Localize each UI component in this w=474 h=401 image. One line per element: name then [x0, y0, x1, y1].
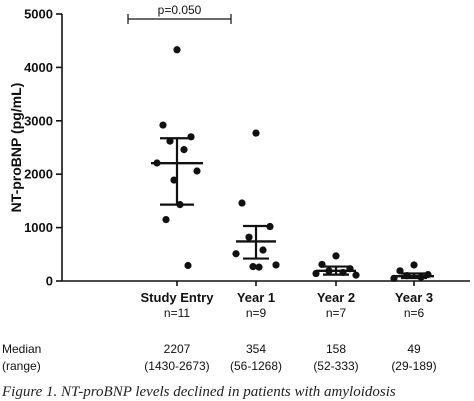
median-range: (1430-2673) — [144, 359, 209, 373]
group-n-label: n=9 — [246, 306, 267, 320]
data-point — [410, 261, 418, 269]
group-n-label: n=11 — [164, 306, 190, 320]
y-tick-label: 5000 — [24, 7, 53, 22]
category-label: Study Entry — [141, 290, 215, 305]
data-point — [180, 146, 188, 154]
data-point — [170, 176, 178, 184]
y-tick-label: 0 — [46, 274, 53, 289]
y-tick-label: 4000 — [24, 60, 53, 75]
chart-labels: 0 1000 2000 3000 4000 5000 NT-proBNP (pg/mL) St… — [2, 3, 437, 373]
data-marks — [127, 14, 434, 282]
data-point — [266, 222, 274, 231]
median-range: (29-189) — [391, 359, 436, 373]
y-axis-label: NT-proBNP (pg/mL) — [8, 83, 24, 213]
data-point — [232, 250, 240, 258]
median-value: 2207 — [164, 342, 191, 356]
p-value-label: p=0.050 — [158, 3, 202, 17]
group-n-label: n=7 — [326, 306, 347, 320]
data-point — [245, 233, 253, 241]
data-point — [184, 261, 192, 270]
median-header: Median — [2, 342, 41, 356]
data-point — [332, 252, 340, 260]
category-label: Year 3 — [395, 290, 433, 305]
data-point — [173, 46, 181, 54]
data-point — [238, 199, 246, 207]
scatter-chart: 0 1000 2000 3000 4000 5000 NT-proBNP (pg/mL) St… — [2, 3, 470, 373]
data-point — [162, 215, 170, 224]
data-point — [252, 129, 260, 137]
axes — [56, 13, 470, 286]
group-n-label: n=6 — [404, 306, 425, 320]
data-point — [193, 167, 201, 175]
y-tick-label: 3000 — [24, 113, 53, 128]
data-point — [259, 246, 267, 254]
y-tick-label: 1000 — [24, 220, 53, 235]
data-point — [249, 262, 257, 271]
y-tick-label: 2000 — [24, 167, 53, 182]
category-label: Year 1 — [237, 290, 275, 305]
median-value: 354 — [246, 342, 266, 356]
figure-caption: Figure 1. NT-proBNP levels declined in p… — [2, 384, 396, 400]
median-range: (52-333) — [313, 359, 358, 373]
data-point — [159, 121, 167, 129]
range-header: (range) — [2, 359, 41, 373]
data-point — [272, 261, 280, 269]
category-label: Year 2 — [317, 290, 355, 305]
median-value: 49 — [407, 342, 421, 356]
data-point — [352, 271, 360, 279]
median-range: (56-1268) — [230, 359, 282, 373]
median-value: 158 — [326, 342, 346, 356]
data-point — [255, 263, 263, 271]
